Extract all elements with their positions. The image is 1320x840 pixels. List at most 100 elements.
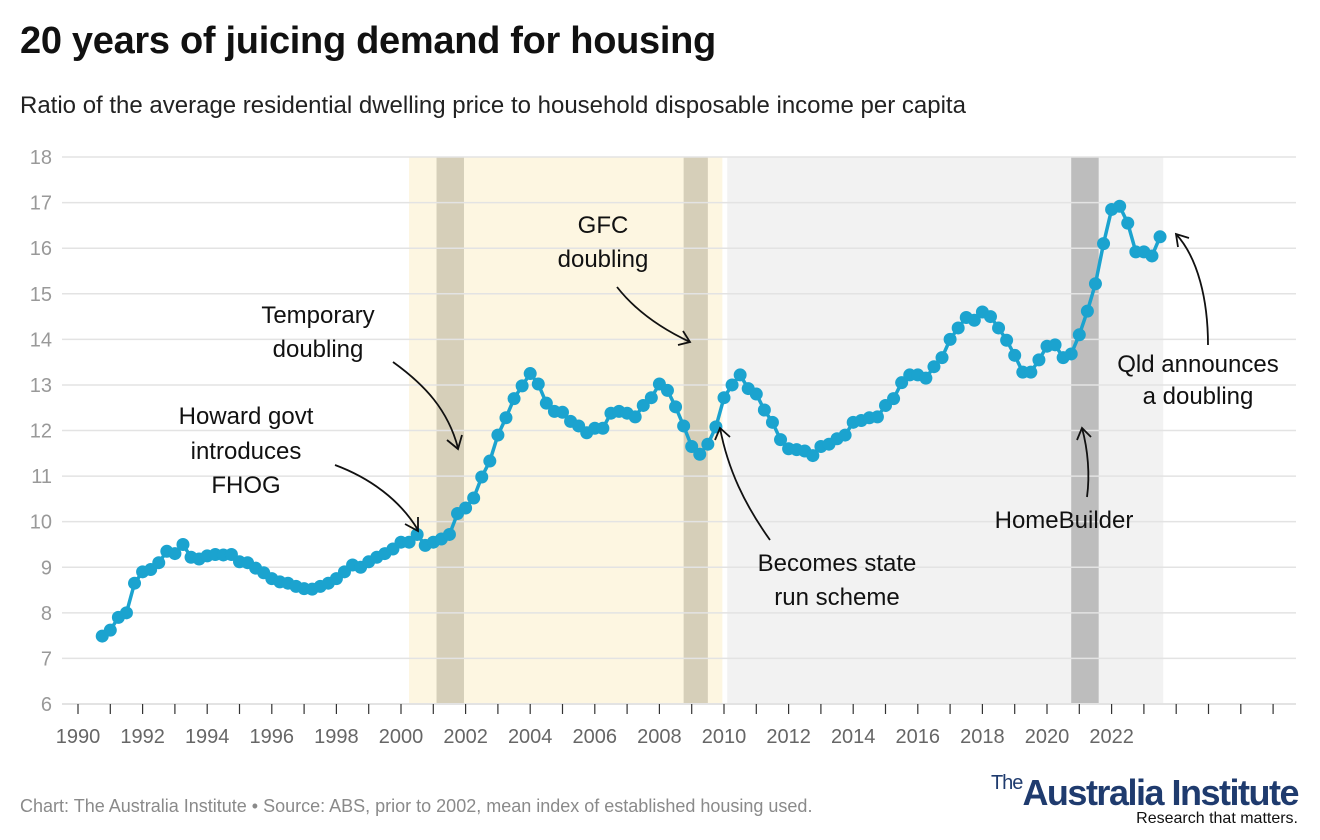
x-tick-label: 1992 <box>120 726 165 748</box>
data-point <box>757 403 771 417</box>
annotation-arrow-homebuilder <box>1081 427 1090 498</box>
annotation-arrow-state <box>719 427 771 541</box>
data-point <box>1088 277 1102 291</box>
data-point <box>1024 365 1038 379</box>
arrowhead <box>1174 232 1190 248</box>
data-point <box>103 623 117 637</box>
data-point <box>628 410 642 424</box>
data-point <box>951 321 965 335</box>
annotation-gfc-doubling: GFC doubling <box>558 212 649 273</box>
y-tick-label: 6 <box>41 694 52 716</box>
data-point <box>499 411 513 425</box>
arrowhead <box>446 434 463 451</box>
y-tick-label: 10 <box>30 512 52 534</box>
data-point <box>660 383 674 397</box>
data-point <box>943 332 957 346</box>
data-point <box>887 392 901 406</box>
annotation-arrow-gfc <box>616 286 691 343</box>
data-point <box>176 537 190 551</box>
annotation-arrow-fhog <box>334 464 419 531</box>
x-tick-label: 2006 <box>573 726 618 748</box>
data-point <box>693 447 707 461</box>
data-point <box>442 527 456 541</box>
data-point <box>1008 348 1022 362</box>
chart-title: 20 years of juicing demand for housing <box>20 20 716 62</box>
annotation-homebuilder: HomeBuilder <box>995 507 1134 534</box>
annotation-arrow-temporary <box>392 361 459 449</box>
data-point <box>168 547 182 561</box>
data-point <box>596 421 610 435</box>
y-tick-label: 11 <box>31 466 52 488</box>
data-point <box>927 360 941 374</box>
data-point <box>1153 230 1167 244</box>
data-point <box>1000 333 1014 347</box>
data-point <box>1064 347 1078 361</box>
data-point <box>152 556 166 570</box>
source-footer: Chart: The Australia Institute • Source:… <box>20 796 813 816</box>
x-tick-label: 1990 <box>56 726 101 748</box>
data-point <box>1048 338 1062 352</box>
x-tick-label: 2012 <box>766 726 811 748</box>
data-point <box>701 437 715 451</box>
y-tick-label: 16 <box>30 238 52 260</box>
chart-subtitle: Ratio of the average residential dwellin… <box>20 92 966 119</box>
data-point <box>669 400 683 414</box>
annotation-qld: Qld announces a doubling <box>1117 351 1278 410</box>
data-point <box>806 449 820 463</box>
data-point <box>765 415 779 429</box>
data-point <box>644 391 658 405</box>
data-point <box>1072 328 1086 342</box>
x-tick-label: 2000 <box>379 726 424 748</box>
x-tick-label: 1998 <box>314 726 359 748</box>
x-tick-label: 2018 <box>960 726 1005 748</box>
y-tick-label: 17 <box>30 193 52 215</box>
y-tick-label: 12 <box>30 421 52 443</box>
data-point <box>725 378 739 392</box>
x-tick-label: 1996 <box>250 726 295 748</box>
data-point <box>1145 249 1159 263</box>
annotation-fhog: Howard govt introduces FHOG <box>179 403 314 499</box>
data-point <box>119 606 133 620</box>
arrowhead <box>714 426 731 441</box>
y-tick-label: 15 <box>30 284 52 306</box>
arrowhead <box>404 517 419 533</box>
data-point <box>1097 237 1111 251</box>
data-point <box>895 376 909 390</box>
data-point <box>531 377 545 391</box>
annotation-arrow-qld <box>1175 233 1209 346</box>
data-point <box>1113 199 1127 213</box>
y-tick-label: 8 <box>41 603 52 625</box>
data-point <box>967 313 981 327</box>
data-point <box>983 310 997 324</box>
data-point <box>685 439 699 453</box>
data-point <box>459 501 473 515</box>
data-point <box>1080 304 1094 318</box>
x-tick-label: 2004 <box>508 726 553 748</box>
data-point <box>523 367 537 381</box>
x-tick-label: 2022 <box>1089 726 1134 748</box>
x-tick-label: 2014 <box>831 726 876 748</box>
data-point <box>483 454 497 468</box>
data-point <box>749 387 763 401</box>
y-tick-label: 18 <box>30 147 52 169</box>
x-tick-label: 1994 <box>185 726 230 748</box>
x-tick-label: 2010 <box>702 726 747 748</box>
data-point <box>128 576 142 590</box>
australia-institute-logo: TheAustralia Institute Research that mat… <box>990 772 1300 827</box>
data-point <box>838 428 852 442</box>
data-point <box>467 491 481 505</box>
x-tick-label: 2008 <box>637 726 682 748</box>
data-point <box>556 405 569 419</box>
annotation-state-run: Becomes state run scheme <box>758 550 917 611</box>
y-tick-label: 13 <box>30 375 52 397</box>
data-point <box>717 391 731 405</box>
data-point <box>636 398 650 412</box>
data-point <box>539 396 553 410</box>
data-point <box>402 535 416 549</box>
data-point <box>992 321 1006 335</box>
y-tick-label: 7 <box>41 648 52 670</box>
y-tick-label: 9 <box>41 557 52 579</box>
data-point <box>774 433 788 447</box>
y-tick-label: 14 <box>30 329 52 351</box>
